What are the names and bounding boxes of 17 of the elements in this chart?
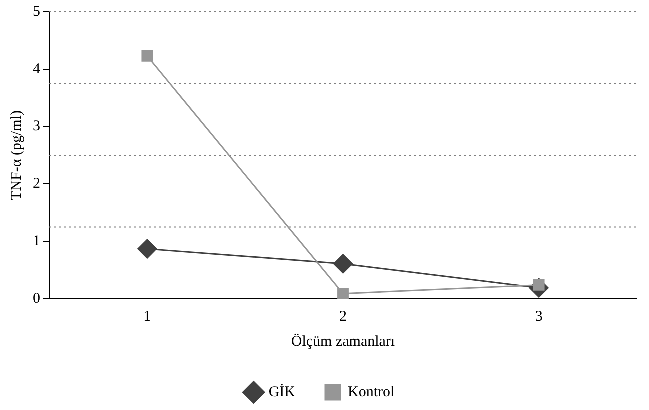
legend-label: Kontrol <box>348 384 395 400</box>
x-axis-title: Ölçüm zamanları <box>291 332 396 350</box>
y-tick-label: 1 <box>33 234 40 250</box>
x-tick-label: 1 <box>144 308 152 325</box>
y-tick-label: 4 <box>33 61 41 78</box>
point <box>142 50 154 62</box>
y-axis-title: TNF-α (pg/ml) <box>8 110 25 200</box>
y-tick-label: 5 <box>33 4 40 20</box>
point <box>334 254 353 274</box>
point <box>138 239 158 259</box>
y-tick-label: 0 <box>33 290 40 307</box>
legend-label: GİK <box>268 383 296 400</box>
point <box>338 288 349 299</box>
y-tick-label: 2 <box>33 176 40 192</box>
x-tick-label: 2 <box>340 308 347 325</box>
x-tick-label: 3 <box>535 308 543 325</box>
y-tick-label: 3 <box>33 118 40 135</box>
